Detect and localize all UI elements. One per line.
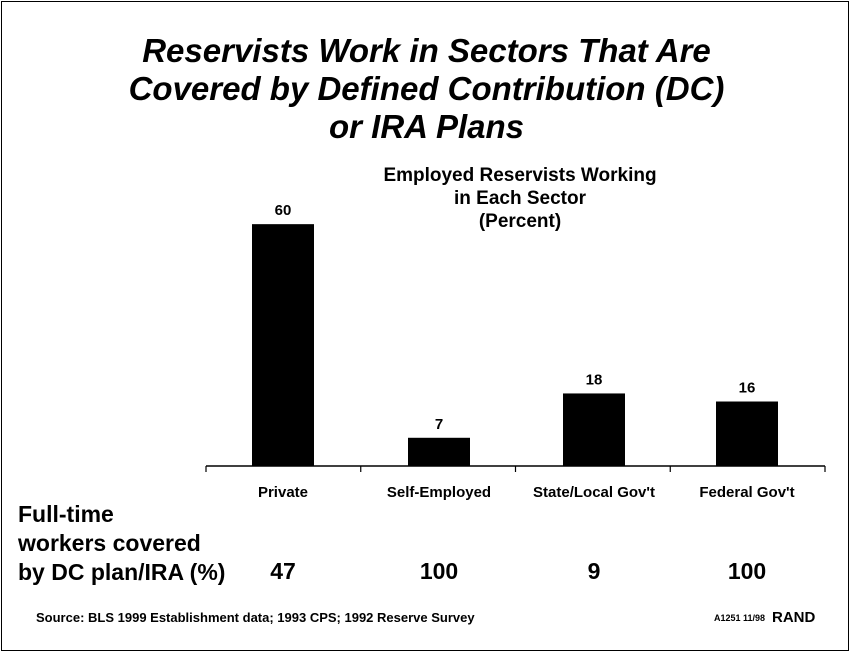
source-note: Source: BLS 1999 Establishment data; 199… xyxy=(36,610,475,625)
coverage-value: 100 xyxy=(727,558,767,584)
coverage-label-line: Full-time xyxy=(18,501,114,527)
bar-value-label: 16 xyxy=(739,380,756,397)
bar-value-label: 7 xyxy=(435,416,443,433)
chart-title-line: (Percent) xyxy=(478,211,562,232)
category-label: Private xyxy=(258,484,308,501)
coverage-label-line: workers covered xyxy=(18,530,201,556)
coverage-value: 47 xyxy=(270,558,296,584)
chart-title: Employed Reservists Working in Each Sect… xyxy=(335,164,705,233)
rand-logo: RAND xyxy=(772,609,816,626)
bar xyxy=(716,401,778,466)
title-line: Covered by Defined Contribution (DC) xyxy=(128,70,725,107)
category-label: State/Local Gov't xyxy=(533,484,655,501)
chart-title-line: in Each Sector xyxy=(454,188,586,209)
chart-title-line: Employed Reservists Working xyxy=(383,165,657,186)
coverage-label-line: by DC plan/IRA (%) xyxy=(18,559,226,585)
title-line: or IRA Plans xyxy=(329,108,524,145)
bar-value-label: 18 xyxy=(586,371,603,388)
coverage-value: 100 xyxy=(419,558,459,584)
slide-title: Reservists Work in Sectors That Are Cove… xyxy=(0,32,853,146)
bar-value-label: 60 xyxy=(275,202,292,219)
title-line: Reservists Work in Sectors That Are xyxy=(142,32,711,69)
bar xyxy=(563,393,625,466)
coverage-row-label: Full-time workers covered by DC plan/IRA… xyxy=(18,500,225,587)
bar xyxy=(408,437,470,466)
bar xyxy=(252,224,314,466)
category-label: Self-Employed xyxy=(387,484,491,501)
coverage-value: 9 xyxy=(587,558,601,584)
category-label: Federal Gov't xyxy=(699,484,794,501)
document-code: A1251 11/98 xyxy=(714,613,766,623)
